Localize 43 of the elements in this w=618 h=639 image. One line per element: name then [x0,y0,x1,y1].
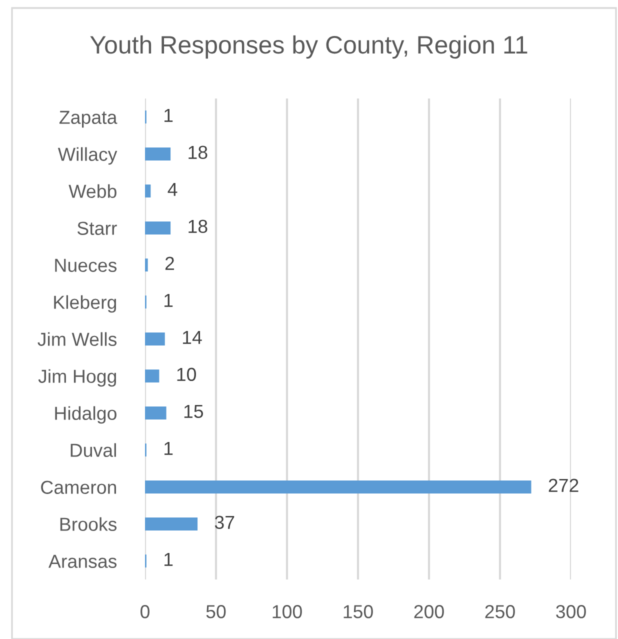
x-tick-label: 200 [414,604,444,618]
y-tick-label: Cameron [41,480,116,494]
data-label: 1 [164,442,173,455]
y-tick-label: Jim Hogg [38,369,116,387]
data-label: 15 [184,404,204,418]
data-label: 4 [168,182,178,196]
bar [145,406,166,420]
y-tick-label: Aransas [48,554,117,568]
y-tick-label: Kleberg [54,295,116,313]
bar [145,258,148,272]
x-tick-label: 250 [485,604,515,618]
y-tick-label: Hidalgo [55,406,116,424]
chart-title: Youth Responses by County, Region 11 [90,35,528,59]
x-tick-label: 300 [556,604,586,618]
bar [145,148,171,160]
bar [145,480,532,494]
data-label: 10 [177,368,196,382]
x-tick-label: 100 [272,604,302,618]
y-tick-label: Jim Wells [38,332,117,346]
y-tick-label: Willacy [58,147,118,165]
data-label: 14 [182,330,202,344]
bar [145,518,198,530]
data-label: 1 [164,294,173,307]
data-label: 272 [548,478,578,492]
y-tick-label: Zapata [59,110,118,128]
data-label: 18 [188,220,208,234]
bar [145,184,151,198]
data-label: 1 [164,108,173,122]
data-label: 2 [165,256,174,270]
x-tick-label: 150 [344,604,373,618]
y-tick-label: Brooks [60,517,117,531]
data-label: 37 [214,516,234,530]
data-label: 1 [164,552,173,566]
y-tick-label: Webb [68,184,116,198]
y-tick-label: Nueces [55,258,117,272]
bar [145,370,160,382]
y-tick-label: Starr [77,222,117,235]
x-tick-label: 0 [140,604,150,618]
y-tick-label: Duval [70,443,116,457]
bar [145,222,171,234]
data-label: 18 [188,146,208,160]
bar [145,332,165,346]
x-tick-label: 50 [206,604,226,618]
